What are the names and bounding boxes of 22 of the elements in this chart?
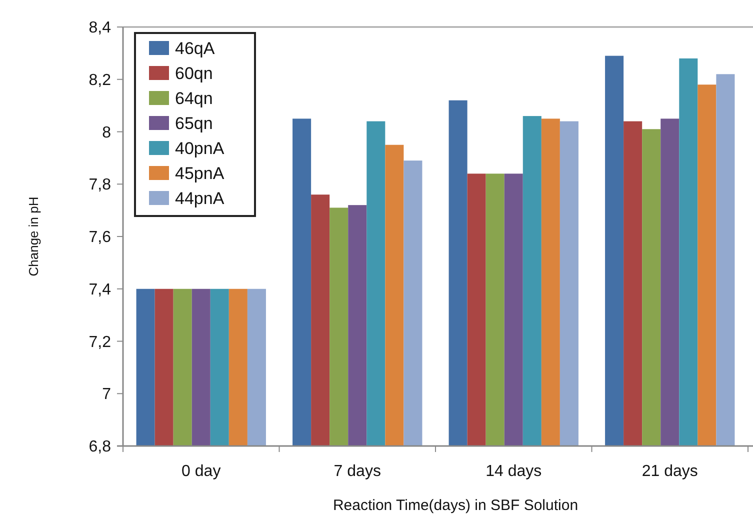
- y-tick-label: 8,2: [88, 72, 112, 89]
- legend-label: 46qA: [175, 38, 216, 58]
- x-tick-label: 7 days: [334, 463, 381, 480]
- y-tick-label: 7,8: [88, 176, 112, 194]
- legend-label: 40pnA: [175, 138, 225, 158]
- x-axis-title: Reaction Time(days) in SBF Solution: [332, 497, 578, 514]
- y-tick-label: 7,2: [88, 334, 112, 351]
- legend-label: 60qn: [175, 64, 213, 83]
- y-axis-title: Change in pH: [26, 196, 41, 276]
- y-tick-label: 7: [102, 386, 112, 404]
- legend-label: 64qn: [175, 88, 213, 108]
- x-tick-label: 0 day: [182, 463, 221, 480]
- y-tick-label: 7,6: [88, 229, 112, 246]
- legend-label: 44pnA: [175, 188, 225, 208]
- legend-label: 45pnA: [175, 164, 225, 183]
- x-tick-label: 14 days: [486, 463, 542, 480]
- x-tick-label: 21 days: [642, 463, 698, 480]
- y-tick-label: 7,4: [88, 281, 112, 298]
- y-tick-label: 8: [102, 124, 112, 142]
- y-tick-label: 8,4: [88, 20, 112, 37]
- legend-label: 65qn: [175, 114, 213, 133]
- y-tick-label: 6,8: [88, 438, 112, 456]
